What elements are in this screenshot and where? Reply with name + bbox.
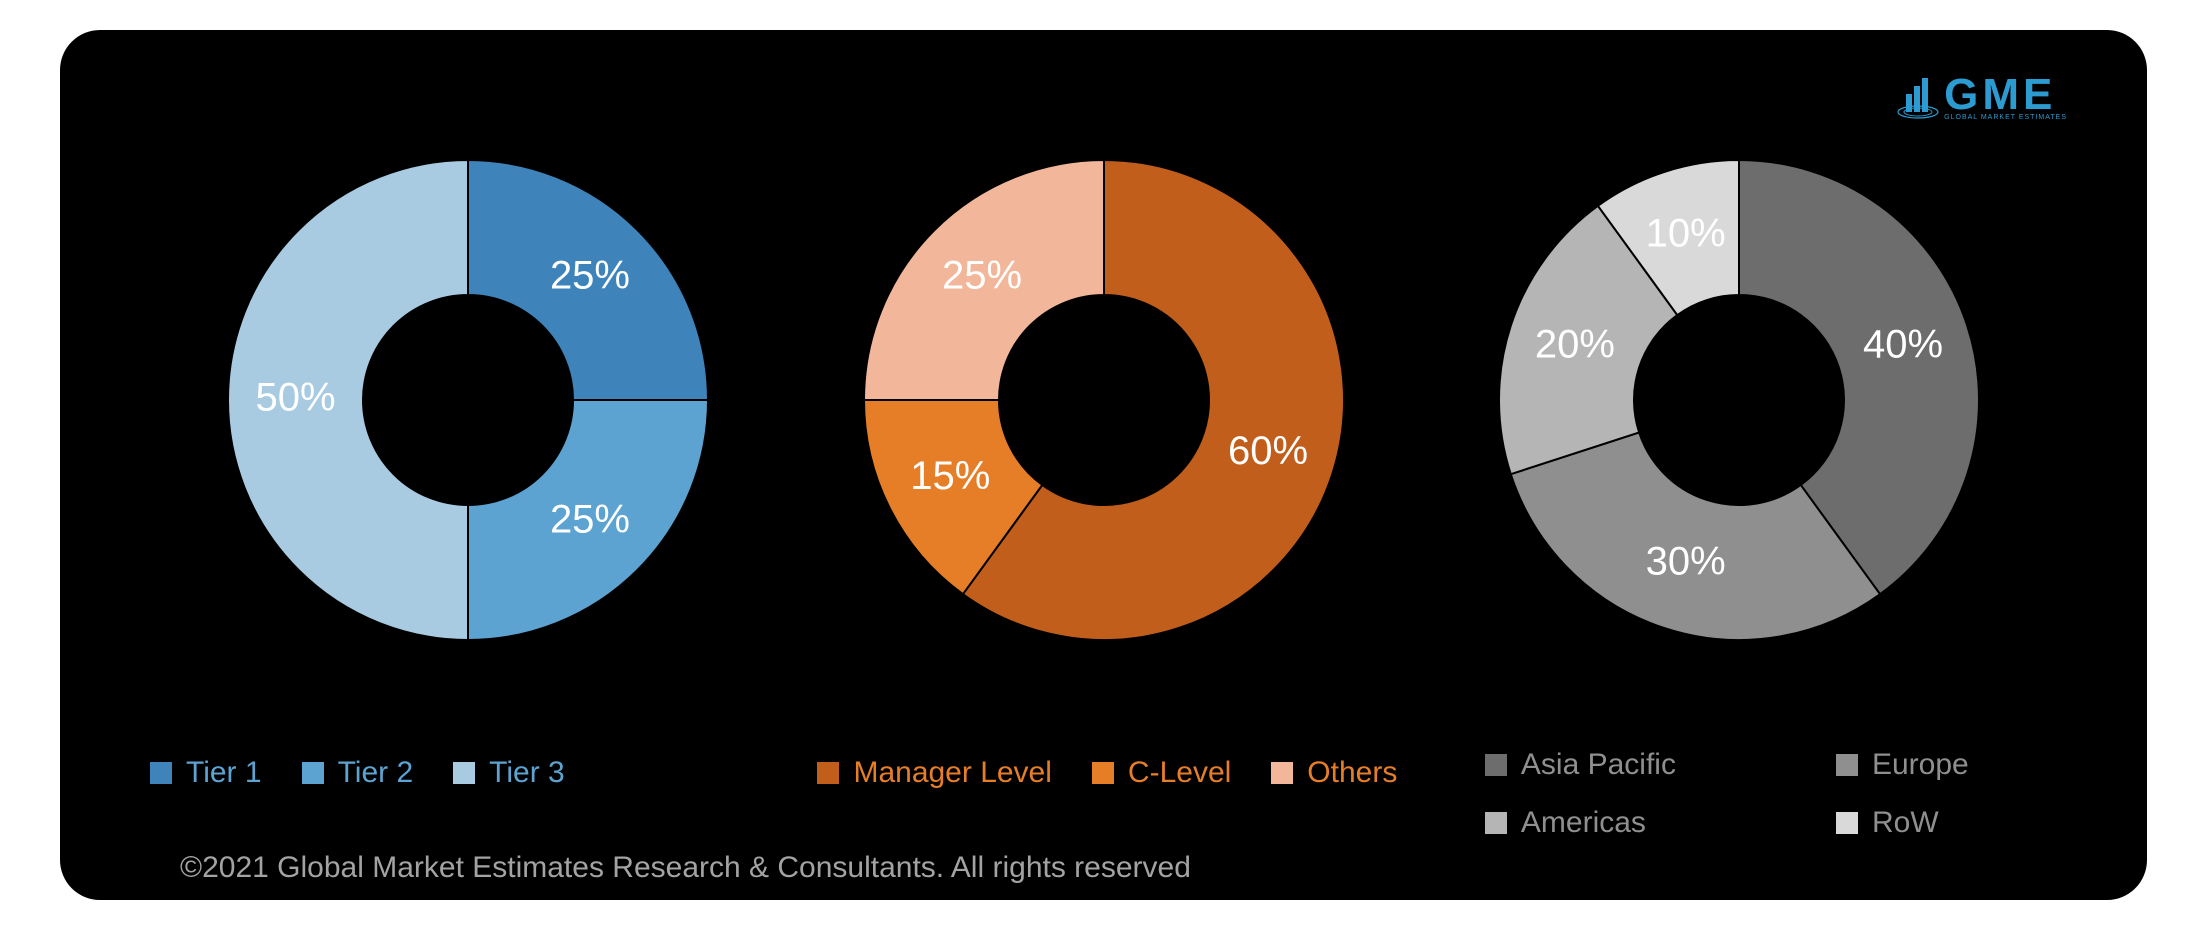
donut-level: 60% 15% 25% [854,150,1354,655]
legend-swatch [453,762,475,784]
svg-text:10%: 10% [1646,212,1726,256]
svg-text:30%: 30% [1646,540,1726,584]
legend-label: Manager Level [853,756,1051,790]
legend-swatch [1836,812,1858,834]
donut-region: 40% 30% 20% 10% [1489,150,1989,655]
legend-item: RoW [1836,806,1969,840]
legend-label: Tier 1 [186,756,262,790]
svg-text:25%: 25% [941,254,1021,298]
chart-region: 40% 30% 20% 10% [1421,150,2057,655]
legend-level: Manager Level C-Level Others [817,756,1397,790]
legend-item: Americas [1485,806,1676,840]
svg-text:15%: 15% [910,454,990,498]
logo-subtitle: GLOBAL MARKET ESTIMATES [1944,114,2067,121]
legend-swatch [150,762,172,784]
legend-item: Others [1271,756,1397,790]
legend-region: Asia Pacific Europe Americas RoW [1485,748,1969,840]
charts-row: 25% 25% 50% 60% 15% 25% 40% 30% 20% 10% [150,150,2057,655]
legend-item: Tier 3 [453,756,565,790]
chart-frame: GME GLOBAL MARKET ESTIMATES 25% 25% 50% 60… [60,30,2147,900]
svg-text:60%: 60% [1228,429,1308,473]
copyright-text: ©2021 Global Market Estimates Research &… [180,851,1191,885]
legend-swatch [1836,754,1858,776]
legend-swatch [1485,754,1507,776]
legend-item: Europe [1836,748,1969,782]
svg-text:50%: 50% [255,376,335,420]
legend-swatch [1271,762,1293,784]
logo-text: GME [1944,70,2056,119]
svg-text:25%: 25% [550,254,630,298]
svg-text:20%: 20% [1535,322,1615,366]
chart-container: GME GLOBAL MARKET ESTIMATES 25% 25% 50% 60… [0,0,2207,930]
legend-label: Americas [1521,806,1646,840]
legend-label: C-Level [1128,756,1231,790]
svg-text:40%: 40% [1863,322,1943,366]
legend-item: Asia Pacific [1485,748,1676,782]
chart-level: 60% 15% 25% [786,150,1422,655]
legend-swatch [1485,812,1507,834]
chart-tier: 25% 25% 50% [150,150,786,655]
gme-logo: GME GLOBAL MARKET ESTIMATES [1894,70,2067,121]
legend-label: Others [1307,756,1397,790]
donut-tier: 25% 25% 50% [218,150,718,655]
legend-item: Tier 2 [302,756,414,790]
legend-swatch [302,762,324,784]
legend-swatch [817,762,839,784]
legend-label: Asia Pacific [1521,748,1676,782]
legend-item: Tier 1 [150,756,262,790]
legend-label: RoW [1872,806,1939,840]
legend-item: C-Level [1092,756,1231,790]
svg-text:25%: 25% [550,498,630,542]
legend-label: Tier 3 [489,756,565,790]
legends-row: Tier 1 Tier 2 Tier 3 Manager Level C-Level O… [150,748,2057,840]
logo-icon [1894,74,1938,118]
legend-swatch [1092,762,1114,784]
legend-tier: Tier 1 Tier 2 Tier 3 [150,756,565,790]
legend-item: Manager Level [817,756,1051,790]
legend-label: Tier 2 [338,756,414,790]
legend-label: Europe [1872,748,1969,782]
